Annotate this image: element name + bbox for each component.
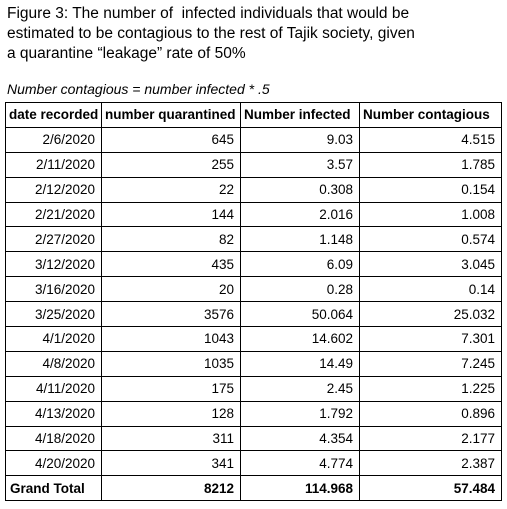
quarantined-cell: 645 bbox=[101, 126, 241, 153]
date-cell: 2/6/2020 bbox=[5, 126, 102, 153]
date-cell: 4/20/2020 bbox=[5, 450, 102, 477]
table-row: 4/20/2020 341 4.774 2.387 bbox=[5, 450, 502, 477]
table-row: 2/27/2020 82 1.148 0.574 bbox=[5, 226, 502, 253]
infected-cell: 3.57 bbox=[240, 151, 360, 178]
infected-cell: 1.792 bbox=[240, 400, 360, 427]
table-row: 2/11/2020 255 3.57 1.785 bbox=[5, 151, 502, 178]
quarantined-cell: 175 bbox=[101, 375, 241, 402]
date-cell: 2/21/2020 bbox=[5, 201, 102, 228]
contagious-cell: 1.008 bbox=[359, 201, 502, 228]
date-cell: 2/27/2020 bbox=[5, 226, 102, 253]
caption-line: Figure 3: The number of infected individ… bbox=[7, 5, 410, 22]
caption-line: estimated to be contagious to the rest o… bbox=[7, 25, 415, 42]
infected-cell: 0.308 bbox=[240, 176, 360, 203]
grand-total-label: Grand Total bbox=[5, 475, 102, 502]
quarantined-cell: 128 bbox=[101, 400, 241, 427]
table-body: 2/6/2020 645 9.03 4.515 2/11/2020 255 3.57 1.78… bbox=[5, 126, 502, 477]
contagious-cell: 0.154 bbox=[359, 176, 502, 203]
quarantined-cell: 1035 bbox=[101, 350, 241, 377]
grand-total-quarantined: 8212 bbox=[101, 475, 241, 502]
date-cell: 3/25/2020 bbox=[5, 301, 102, 328]
grand-total-contagious: 57.484 bbox=[359, 475, 502, 502]
date-cell: 4/13/2020 bbox=[5, 400, 102, 427]
date-cell: 4/18/2020 bbox=[5, 425, 102, 452]
figure-caption: Figure 3: The number of infected individ… bbox=[7, 4, 477, 64]
infected-cell: 2.45 bbox=[240, 375, 360, 402]
infected-cell: 4.354 bbox=[240, 425, 360, 452]
table-row: 4/1/2020 1043 14.602 7.301 bbox=[5, 326, 502, 352]
grand-total-row: Grand Total 8212 114.968 57.484 bbox=[5, 475, 502, 502]
infected-cell: 4.774 bbox=[240, 450, 360, 477]
date-cell: 3/12/2020 bbox=[5, 251, 102, 278]
date-cell: 4/11/2020 bbox=[5, 375, 102, 402]
table-row: 3/12/2020 435 6.09 3.045 bbox=[5, 251, 502, 278]
table-row: 2/21/2020 144 2.016 1.008 bbox=[5, 201, 502, 228]
date-cell: 2/12/2020 bbox=[5, 176, 102, 203]
infected-cell: 14.49 bbox=[240, 350, 360, 377]
date-cell: 4/1/2020 bbox=[5, 326, 102, 352]
header-date-recorded: date recorded bbox=[5, 102, 102, 128]
contagious-cell: 0.14 bbox=[359, 276, 502, 303]
header-number-contagious: Number contagious bbox=[359, 102, 502, 128]
infected-cell: 0.28 bbox=[240, 276, 360, 303]
contagious-cell: 1.225 bbox=[359, 375, 502, 402]
infected-cell: 50.064 bbox=[240, 301, 360, 328]
table-row: 2/6/2020 645 9.03 4.515 bbox=[5, 126, 502, 153]
infected-cell: 1.148 bbox=[240, 226, 360, 253]
quarantine-table: date recorded number quarantined Number … bbox=[5, 102, 502, 502]
quarantined-cell: 311 bbox=[101, 425, 241, 452]
quarantined-cell: 341 bbox=[101, 450, 241, 477]
header-number-quarantined: number quarantined bbox=[101, 102, 241, 128]
table-row: 3/16/2020 20 0.28 0.14 bbox=[5, 276, 502, 303]
quarantined-cell: 255 bbox=[101, 151, 241, 178]
contagious-cell: 7.301 bbox=[359, 326, 502, 352]
date-cell: 2/11/2020 bbox=[5, 151, 102, 178]
grand-total-infected: 114.968 bbox=[240, 475, 360, 502]
contagious-cell: 4.515 bbox=[359, 126, 502, 153]
table-row: 4/8/2020 1035 14.49 7.245 bbox=[5, 350, 502, 377]
table-row: 3/25/2020 3576 50.064 25.032 bbox=[5, 301, 502, 328]
contagious-cell: 0.896 bbox=[359, 400, 502, 427]
contagious-cell: 2.177 bbox=[359, 425, 502, 452]
infected-cell: 9.03 bbox=[240, 126, 360, 153]
quarantined-cell: 435 bbox=[101, 251, 241, 278]
caption-line: a quarantine “leakage” rate of 50% bbox=[7, 45, 246, 62]
date-cell: 4/8/2020 bbox=[5, 350, 102, 377]
quarantined-cell: 144 bbox=[101, 201, 241, 228]
quarantined-cell: 1043 bbox=[101, 326, 241, 352]
header-row: date recorded number quarantined Number … bbox=[5, 102, 502, 128]
contagious-cell: 1.785 bbox=[359, 151, 502, 178]
table-row: 4/18/2020 311 4.354 2.177 bbox=[5, 425, 502, 452]
header-number-infected: Number infected bbox=[240, 102, 360, 128]
quarantined-cell: 82 bbox=[101, 226, 241, 253]
table-row: 4/11/2020 175 2.45 1.225 bbox=[5, 375, 502, 402]
quarantined-cell: 20 bbox=[101, 276, 241, 303]
infected-cell: 14.602 bbox=[240, 326, 360, 352]
quarantined-cell: 22 bbox=[101, 176, 241, 203]
table-row: 4/13/2020 128 1.792 0.896 bbox=[5, 400, 502, 427]
contagious-cell: 2.387 bbox=[359, 450, 502, 477]
contagious-cell: 3.045 bbox=[359, 251, 502, 278]
table-row: 2/12/2020 22 0.308 0.154 bbox=[5, 176, 502, 203]
formula-note: Number contagious = number infected * .5 bbox=[7, 81, 270, 97]
date-cell: 3/16/2020 bbox=[5, 276, 102, 303]
contagious-cell: 7.245 bbox=[359, 350, 502, 377]
quarantined-cell: 3576 bbox=[101, 301, 241, 328]
infected-cell: 6.09 bbox=[240, 251, 360, 278]
infected-cell: 2.016 bbox=[240, 201, 360, 228]
contagious-cell: 25.032 bbox=[359, 301, 502, 328]
contagious-cell: 0.574 bbox=[359, 226, 502, 253]
